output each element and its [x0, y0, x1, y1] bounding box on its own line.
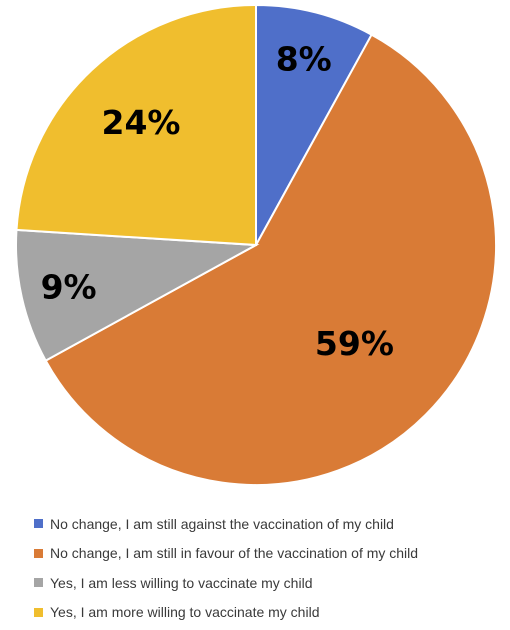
legend-swatch-3 — [34, 578, 43, 588]
slice-label-3: 9% — [41, 267, 97, 306]
pie-slice-2 — [44, 33, 497, 486]
legend-label-2: No change, I am still in favour of the v… — [50, 545, 419, 562]
slice-label-2: 59% — [315, 324, 394, 363]
pie-chart: 8% 59% 9% 24% — [15, 3, 497, 486]
slice-label-1: 8% — [276, 40, 332, 79]
pie-slice-4 — [15, 3, 257, 247]
legend-label-4: Yes, I am more willing to vaccinate my c… — [50, 604, 320, 621]
legend: No change, I am still against the vaccin… — [34, 509, 418, 627]
legend-swatch-4 — [34, 607, 43, 617]
legend-label-1: No change, I am still against the vaccin… — [50, 515, 394, 532]
legend-item-1: No change, I am still against the vaccin… — [34, 509, 418, 539]
legend-label-3: Yes, I am less willing to vaccinate my c… — [50, 574, 313, 591]
legend-item-4: Yes, I am more willing to vaccinate my c… — [34, 598, 418, 628]
legend-swatch-2 — [34, 548, 43, 558]
legend-item-3: Yes, I am less willing to vaccinate my c… — [34, 568, 418, 598]
legend-item-2: No change, I am still in favour of the v… — [34, 539, 418, 569]
slice-label-4: 24% — [101, 103, 180, 142]
pie-slice-3 — [15, 228, 260, 362]
legend-swatch-1 — [34, 519, 43, 529]
pie-slice-1 — [255, 3, 373, 246]
